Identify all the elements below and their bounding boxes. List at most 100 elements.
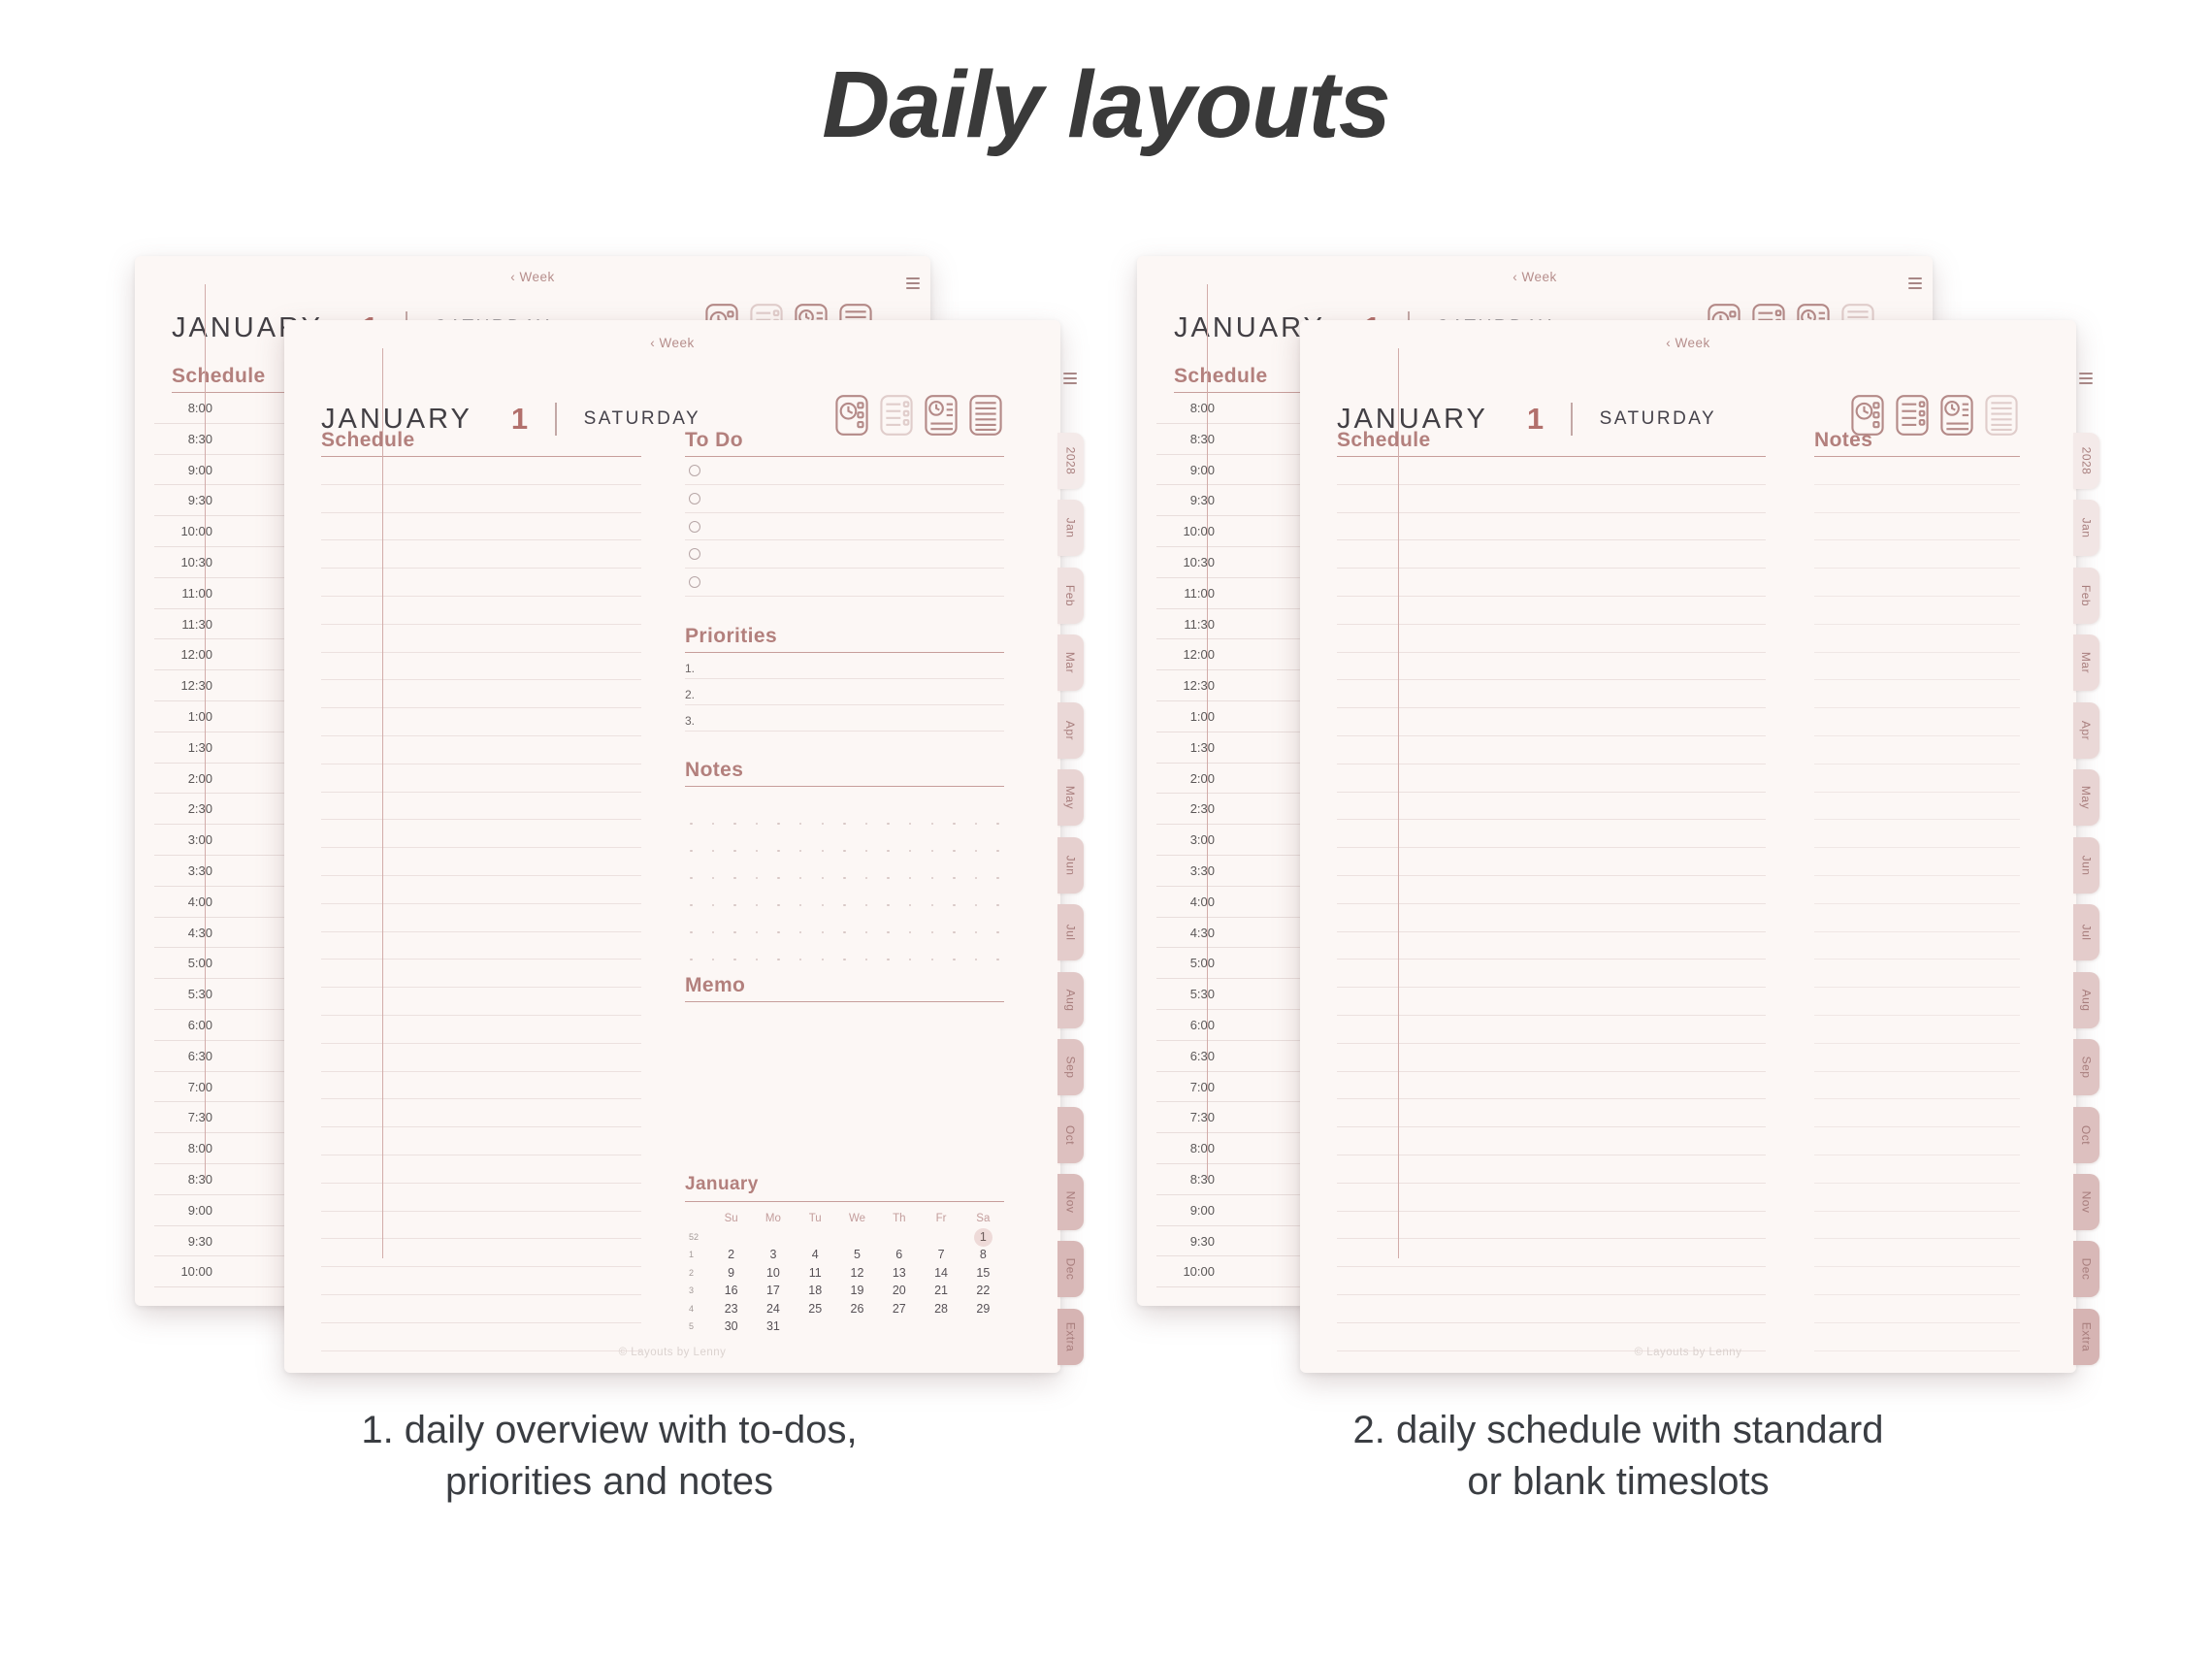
hamburger-menu-icon[interactable] (1908, 277, 1922, 292)
hamburger-menu-icon[interactable] (2079, 373, 2093, 387)
calendar-day[interactable]: 17 (765, 1284, 780, 1297)
tab-mar[interactable]: Mar (2073, 634, 2099, 692)
tab-feb[interactable]: Feb (1057, 567, 1084, 624)
schedule-ruled-area[interactable] (1337, 457, 1766, 1351)
calendar-day[interactable]: 1 (962, 1227, 1004, 1247)
tab-feb[interactable]: Feb (2073, 567, 2099, 624)
tab-may[interactable]: May (2073, 769, 2099, 827)
week-back-link[interactable]: ‹ Week (510, 270, 555, 284)
tab-apr[interactable]: Apr (2073, 701, 2099, 759)
todo-checkbox-icon[interactable] (689, 576, 700, 589)
calendar-day[interactable]: 20 (892, 1284, 906, 1297)
tab-sep[interactable]: Sep (1057, 1039, 1084, 1096)
ruled-line (1814, 457, 2020, 485)
todo-item-row[interactable] (685, 513, 1004, 541)
date-header: JANUARY 1 SATURDAY (1337, 402, 1716, 437)
calendar-day[interactable]: 3 (769, 1248, 777, 1261)
calendar-day[interactable]: 26 (850, 1301, 864, 1316)
week-back-link[interactable]: ‹ Week (1513, 270, 1557, 284)
week-back-link[interactable]: ‹ Week (1666, 336, 1710, 350)
priority-row[interactable]: 2. (685, 679, 1004, 705)
calendar-day[interactable]: 14 (934, 1265, 949, 1280)
tab-2028[interactable]: 2028 (2073, 433, 2099, 489)
calendar-day[interactable]: 30 (724, 1319, 738, 1333)
calendar-day[interactable]: 8 (979, 1248, 987, 1261)
calendar-day[interactable]: 10 (765, 1265, 780, 1280)
tab-may[interactable]: May (1057, 769, 1084, 827)
calendar-day[interactable]: 23 (724, 1301, 738, 1316)
calendar-day[interactable]: 6 (895, 1248, 903, 1261)
tab-mar[interactable]: Mar (1057, 634, 1084, 692)
tab-nov[interactable]: Nov (2073, 1173, 2099, 1230)
calendar-day[interactable]: 29 (976, 1301, 991, 1316)
daily-clock-lines-icon[interactable] (1940, 394, 1973, 437)
daily-lined-page-icon[interactable] (969, 394, 1002, 437)
tab-apr[interactable]: Apr (1057, 701, 1084, 759)
calendar-day[interactable]: 13 (892, 1265, 906, 1280)
month-label: JANUARY (1174, 311, 1325, 343)
calendar-day[interactable]: 21 (934, 1284, 949, 1297)
notes-ruled-area[interactable] (1814, 457, 2020, 1351)
todo-checkbox-icon[interactable] (689, 520, 700, 533)
tab-jan[interactable]: Jan (2073, 500, 2099, 557)
todo-item-row[interactable] (685, 540, 1004, 569)
todo-item-row[interactable] (685, 457, 1004, 485)
tab-2028[interactable]: 2028 (1057, 433, 1084, 489)
daily-lined-page-icon[interactable] (1985, 394, 2018, 437)
daily-overview-list-icon[interactable] (1896, 394, 1929, 437)
calendar-day[interactable]: 4 (811, 1248, 819, 1261)
calendar-day[interactable]: 2 (728, 1248, 735, 1261)
tab-jan[interactable]: Jan (1057, 500, 1084, 557)
todo-item-row[interactable] (685, 485, 1004, 513)
tab-aug[interactable]: Aug (1057, 971, 1084, 1028)
priorities-list[interactable]: 1. 2. 3. (685, 653, 1004, 732)
calendar-day[interactable]: 11 (808, 1265, 822, 1280)
daily-clock-grid-icon[interactable] (835, 394, 868, 437)
tab-sep[interactable]: Sep (2073, 1039, 2099, 1096)
tab-jun[interactable]: Jun (1057, 836, 1084, 894)
grid-dot (798, 849, 802, 853)
todo-checkbox-icon[interactable] (689, 492, 700, 504)
daily-overview-list-icon[interactable] (880, 394, 913, 437)
calendar-day[interactable]: 31 (765, 1319, 780, 1333)
calendar-day[interactable]: 12 (850, 1265, 864, 1280)
calendar-day[interactable]: 18 (808, 1284, 823, 1297)
calendar-day[interactable]: 24 (765, 1301, 780, 1316)
calendar-day[interactable]: 19 (850, 1284, 864, 1297)
calendar-day[interactable]: 9 (728, 1265, 735, 1280)
calendar-day[interactable]: 27 (892, 1301, 906, 1316)
daily-clock-lines-icon[interactable] (925, 394, 958, 437)
grid-dot (864, 903, 868, 907)
todo-item-row[interactable] (685, 569, 1004, 597)
tab-extra[interactable]: Extra (1057, 1308, 1084, 1365)
calendar-day[interactable]: 15 (976, 1265, 991, 1280)
calendar-day[interactable]: 16 (724, 1284, 738, 1297)
calendar-day[interactable]: 5 (854, 1248, 861, 1261)
calendar-day[interactable]: 25 (808, 1301, 823, 1316)
todo-checkbox-icon[interactable] (689, 465, 700, 476)
daily-clock-grid-icon[interactable] (1851, 394, 1884, 437)
priority-row[interactable]: 1. (685, 653, 1004, 679)
calendar-day[interactable]: 22 (976, 1284, 991, 1297)
calendar-day[interactable]: 28 (934, 1301, 949, 1316)
tab-dec[interactable]: Dec (2073, 1241, 2099, 1298)
priority-row[interactable]: 3. (685, 705, 1004, 732)
tab-oct[interactable]: Oct (2073, 1106, 2099, 1163)
hamburger-menu-icon[interactable] (1063, 373, 1077, 387)
week-back-link[interactable]: ‹ Week (650, 336, 695, 350)
tab-oct[interactable]: Oct (1057, 1106, 1084, 1163)
tab-extra[interactable]: Extra (2073, 1308, 2099, 1365)
tab-dec[interactable]: Dec (1057, 1241, 1084, 1298)
calendar-day[interactable]: 7 (937, 1248, 945, 1261)
tab-aug[interactable]: Aug (2073, 971, 2099, 1028)
dot-grid[interactable] (685, 810, 1004, 973)
todo-list[interactable] (685, 457, 1004, 597)
hamburger-menu-icon[interactable] (906, 277, 920, 292)
todo-checkbox-icon[interactable] (689, 548, 700, 561)
calendar-day-highlight[interactable]: 1 (973, 1227, 992, 1247)
tab-jul[interactable]: Jul (2073, 904, 2099, 961)
tab-nov[interactable]: Nov (1057, 1173, 1084, 1230)
schedule-ruled-area[interactable] (321, 457, 641, 1351)
tab-jul[interactable]: Jul (1057, 904, 1084, 961)
tab-jun[interactable]: Jun (2073, 836, 2099, 894)
